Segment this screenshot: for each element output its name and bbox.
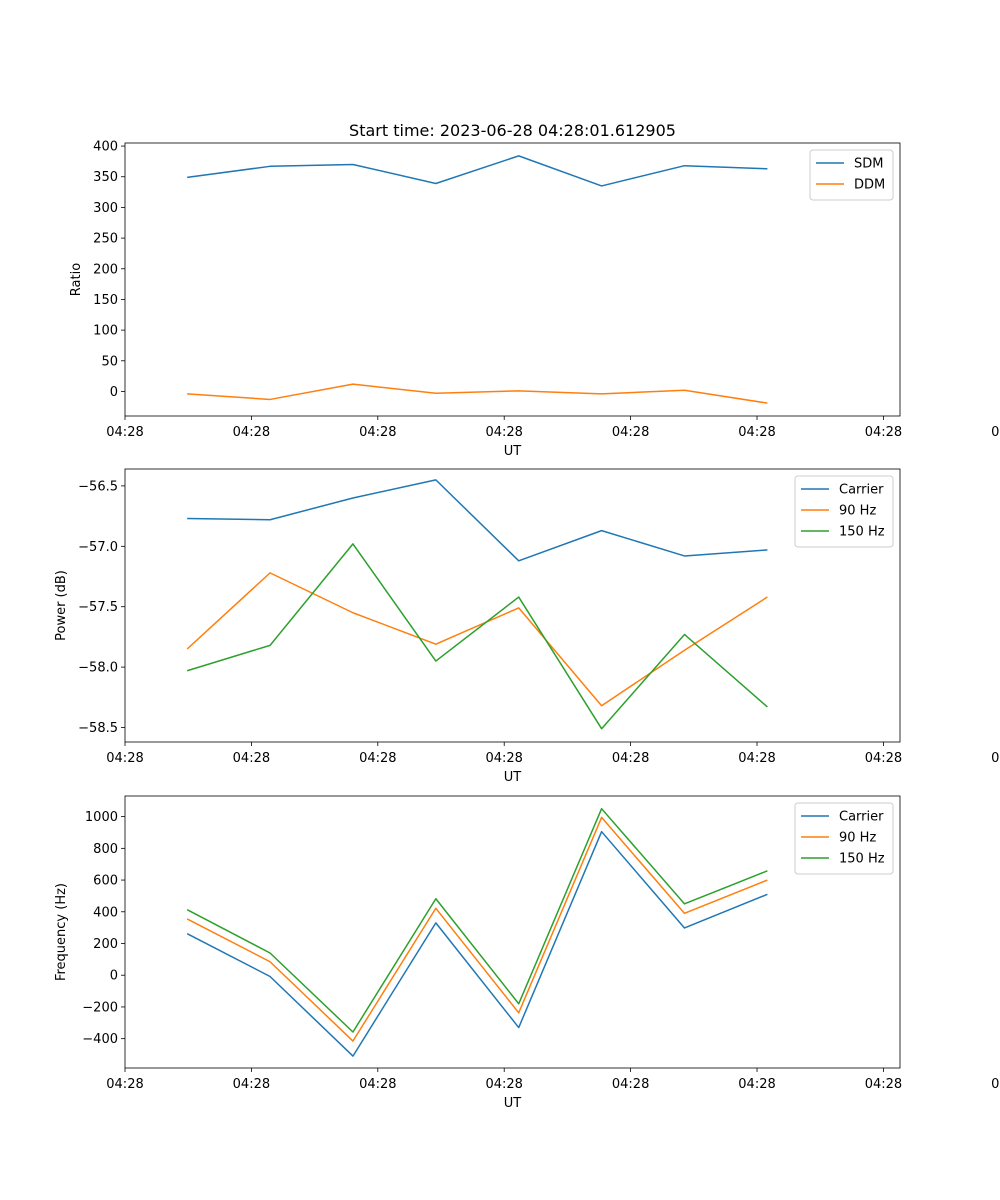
x-tick-label: 04:28 — [106, 425, 143, 440]
x-tick-label: 04:28 — [233, 751, 270, 766]
subplot-3: −400 −200 0 200 400 600 800 1000 04:28 04:28 04:28… — [54, 795, 1000, 1111]
legend-entry: 150 Hz — [839, 852, 885, 867]
x-tick-label: 04:29 — [991, 751, 1000, 766]
series-line-carrier — [187, 479, 768, 562]
legend: SDM DDM — [809, 149, 894, 201]
x-tick-label: 04:28 — [106, 751, 143, 766]
x-axis-label: UT — [504, 444, 522, 459]
y-axis-label: Ratio — [69, 263, 84, 296]
series-line-150-hz — [186, 543, 768, 730]
series-line-carrier — [186, 830, 768, 1057]
x-tick-label: 04:28 — [865, 1077, 902, 1092]
x-tick-label: 04:28 — [738, 751, 775, 766]
legend-entry: 90 Hz — [839, 504, 876, 519]
legend-box — [794, 802, 894, 875]
y-tick-label: 600 — [93, 874, 118, 889]
y-tick-label: −58.0 — [78, 661, 118, 676]
legend-entry: Carrier — [839, 483, 884, 498]
y-tick-label: 400 — [93, 140, 118, 155]
y-tick-label: 200 — [93, 262, 118, 277]
y-tick-label: 100 — [93, 324, 118, 339]
y-tick-label: 200 — [93, 937, 118, 952]
x-tick-label: 04:28 — [359, 751, 396, 766]
x-tick-label: 04:28 — [233, 425, 270, 440]
series-line-ddm — [187, 383, 768, 404]
axes-frame — [124, 795, 901, 1069]
x-tick-label: 04:28 — [865, 751, 902, 766]
chart-title: Start time: 2023-06-28 04:28:01.612905 — [349, 121, 676, 140]
legend: Carrier 90 Hz 150 Hz — [794, 802, 894, 875]
legend-entry: DDM — [854, 178, 885, 193]
axes-frame — [124, 468, 901, 743]
x-tick-label: 04:29 — [991, 425, 1000, 440]
x-axis-label: UT — [504, 1096, 522, 1111]
x-tick-label: 04:28 — [612, 1077, 649, 1092]
legend: Carrier 90 Hz 150 Hz — [794, 475, 894, 548]
x-tick-label: 04:28 — [359, 425, 396, 440]
legend-box — [794, 475, 894, 548]
x-tick-label: 04:28 — [359, 1077, 396, 1092]
x-tick-label: 04:28 — [106, 1077, 143, 1092]
subplot-2: −58.5 −58.0 −57.5 −57.0 −56.5 04:28 04:28 04:28… — [54, 468, 1000, 785]
y-tick-label: −57.5 — [78, 600, 118, 615]
legend-entry: Carrier — [839, 810, 884, 825]
x-tick-label: 04:28 — [865, 425, 902, 440]
y-tick-label: −56.5 — [78, 479, 118, 494]
x-tick-label: 04:28 — [485, 751, 522, 766]
x-tick-label: 04:28 — [738, 425, 775, 440]
y-tick-label: −200 — [82, 1000, 118, 1015]
y-tick-label: 50 — [101, 354, 118, 369]
y-tick-label: −58.5 — [78, 721, 118, 736]
y-tick-label: 250 — [93, 232, 118, 247]
y-tick-label: 150 — [93, 293, 118, 308]
y-tick-label: −400 — [82, 1032, 118, 1047]
x-tick-label: 04:28 — [612, 425, 649, 440]
y-tick-label: 1000 — [85, 810, 118, 825]
legend-entry: 150 Hz — [839, 525, 885, 540]
legend-entry: SDM — [854, 157, 883, 172]
y-axis-label: Power (dB) — [54, 570, 69, 641]
y-tick-label: −57.0 — [78, 540, 118, 555]
subplot-1: 0 50 100 150 200 250 300 350 400 04:28 04:28 04:28 0… — [69, 140, 1000, 459]
series-line-90-hz — [186, 572, 768, 707]
y-tick-label: 300 — [93, 201, 118, 216]
axes-frame — [124, 142, 901, 417]
x-tick-label: 04:28 — [485, 1077, 522, 1092]
x-tick-label: 04:28 — [233, 1077, 270, 1092]
x-tick-label: 04:28 — [612, 751, 649, 766]
x-axis-label: UT — [504, 770, 522, 785]
y-tick-label: 350 — [93, 170, 118, 185]
x-tick-label: 04:29 — [991, 1077, 1000, 1092]
x-tick-label: 04:28 — [738, 1077, 775, 1092]
series-line-150-hz — [186, 807, 768, 1033]
x-tick-label: 04:28 — [485, 425, 522, 440]
y-tick-label: 800 — [93, 842, 118, 857]
y-tick-label: 0 — [110, 969, 118, 984]
legend-entry: 90 Hz — [839, 831, 876, 846]
y-axis-label: Frequency (Hz) — [54, 883, 69, 981]
series-line-90-hz — [186, 816, 768, 1042]
y-tick-label: 0 — [110, 385, 118, 400]
series-line-sdm — [187, 155, 768, 187]
y-tick-label: 400 — [93, 905, 118, 920]
